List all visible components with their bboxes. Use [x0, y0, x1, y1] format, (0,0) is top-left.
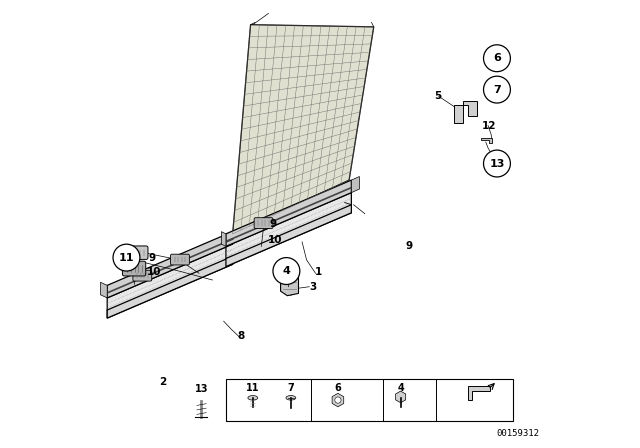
Ellipse shape — [286, 396, 296, 400]
Polygon shape — [226, 180, 351, 246]
Circle shape — [335, 397, 341, 403]
Text: 13: 13 — [195, 384, 208, 394]
Text: 6: 6 — [493, 53, 501, 63]
Polygon shape — [100, 282, 108, 298]
Text: 2: 2 — [159, 377, 166, 387]
Text: 11: 11 — [118, 253, 134, 263]
FancyBboxPatch shape — [170, 254, 189, 265]
Circle shape — [484, 76, 511, 103]
Text: 1: 1 — [315, 267, 322, 277]
Circle shape — [484, 45, 511, 72]
Text: 8: 8 — [237, 331, 245, 341]
Polygon shape — [108, 232, 233, 298]
Text: 13: 13 — [489, 159, 505, 168]
Text: 3: 3 — [309, 282, 317, 292]
FancyBboxPatch shape — [254, 218, 273, 228]
Text: 5: 5 — [435, 91, 442, 101]
Text: 6: 6 — [335, 383, 341, 393]
Bar — [226, 379, 513, 421]
FancyBboxPatch shape — [122, 261, 146, 276]
Circle shape — [113, 244, 140, 271]
Text: 10: 10 — [268, 235, 282, 245]
Polygon shape — [226, 193, 351, 267]
Polygon shape — [233, 25, 374, 234]
Polygon shape — [454, 101, 477, 123]
Text: 9: 9 — [149, 253, 156, 263]
Polygon shape — [108, 256, 233, 318]
Text: 10: 10 — [147, 267, 161, 277]
FancyBboxPatch shape — [125, 246, 148, 259]
Circle shape — [273, 258, 300, 284]
Ellipse shape — [248, 396, 258, 400]
Polygon shape — [351, 177, 360, 193]
Polygon shape — [108, 244, 233, 318]
Text: 7: 7 — [287, 383, 294, 393]
Text: 00159312: 00159312 — [497, 429, 540, 438]
Text: 11: 11 — [246, 383, 260, 393]
Polygon shape — [468, 386, 490, 400]
Polygon shape — [280, 267, 298, 296]
Polygon shape — [226, 205, 351, 267]
Text: 4: 4 — [282, 266, 291, 276]
Circle shape — [484, 150, 511, 177]
Text: 4: 4 — [397, 383, 404, 393]
Text: 9: 9 — [270, 219, 277, 229]
Text: 7: 7 — [493, 85, 501, 95]
Polygon shape — [481, 138, 493, 143]
Polygon shape — [221, 232, 226, 246]
Text: 12: 12 — [482, 121, 497, 131]
Text: 9: 9 — [405, 241, 412, 251]
FancyBboxPatch shape — [133, 270, 152, 281]
